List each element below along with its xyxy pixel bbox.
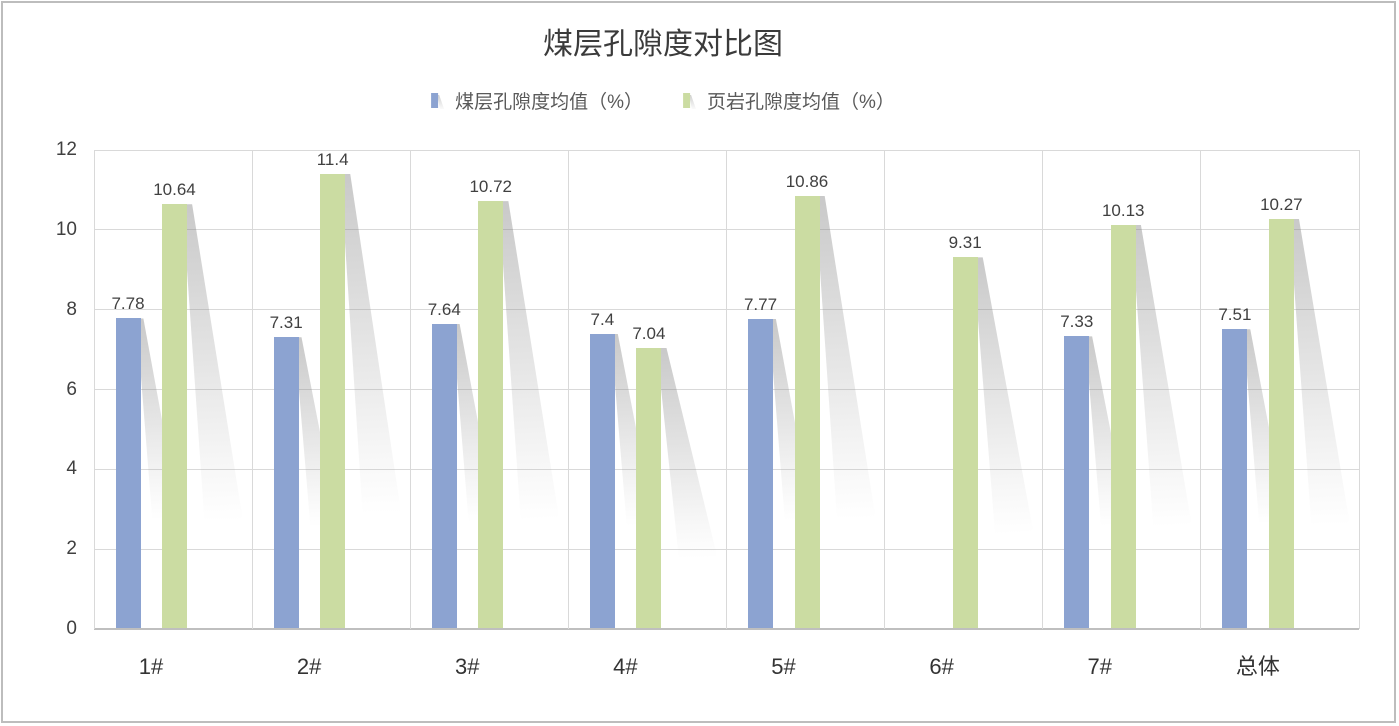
legend-swatch-wrap: [683, 92, 697, 109]
shale-porosity-bar: [478, 201, 504, 628]
shale-porosity-bar: [636, 347, 662, 628]
x-axis-category-label: 6#: [929, 654, 954, 679]
y-axis-tick-label: 12: [55, 139, 77, 160]
coal-porosity-bar: [589, 333, 615, 628]
x-axis-category-label: 1#: [138, 654, 164, 679]
coal-porosity-bar: [431, 324, 457, 628]
shale-porosity-bar: [794, 195, 820, 628]
x-axis-category-label: 3#: [455, 654, 480, 679]
x-axis-category-label: 7#: [1087, 654, 1112, 679]
x-axis-line: [94, 628, 1359, 630]
shale-porosity-bar: [320, 173, 346, 628]
data-label: 7.78: [111, 294, 145, 314]
shale-porosity-bar: [952, 257, 978, 628]
coal-porosity-bar: [748, 318, 773, 628]
y-axis-tick-label: 4: [66, 458, 77, 480]
data-label: 10.13: [1101, 200, 1145, 220]
data-label: 7.64: [427, 300, 461, 320]
bar-shadows-layer: [3, 3, 1394, 721]
legend-series-label: 煤层孔隙度均值（%）: [455, 92, 643, 113]
data-label: 7.51: [1218, 305, 1252, 325]
data-label: 11.4: [316, 149, 349, 169]
legend-swatch-wrap: [431, 92, 445, 109]
coal-porosity-bar: [1222, 329, 1248, 628]
data-label: 7.33: [1060, 312, 1094, 332]
legend-swatch-shadow: [689, 95, 696, 109]
legend-entry: 煤层孔隙度均值（%）: [431, 87, 643, 114]
y-axis-tick-label: 2: [66, 538, 77, 560]
data-label: 9.31: [948, 233, 982, 253]
v-gridline: [567, 150, 569, 629]
data-label: 10.64: [153, 180, 196, 200]
coal-porosity-bar: [273, 337, 299, 628]
shale-porosity-bar: [1110, 224, 1136, 628]
data-label: 10.86: [785, 171, 829, 191]
x-axis-category-label: 2#: [296, 654, 322, 679]
data-label: 10.72: [469, 177, 513, 197]
v-gridline: [1200, 150, 1202, 629]
legend-series-label: 页岩孔隙度均值（%）: [707, 92, 895, 113]
data-label: 7.4: [590, 309, 615, 329]
data-label: 7.31: [269, 313, 303, 333]
x-axis-category-label: 总体: [1235, 654, 1280, 679]
v-gridline: [726, 150, 727, 629]
labels-layer: 0 2 4 6 8 10 12 1# 7.78 10.64 2# 7.31 11.4 3# 7.64 10.7…: [3, 3, 1394, 721]
shale-porosity-bar: [162, 204, 187, 628]
coal-series-swatch-icon: [431, 93, 439, 108]
bars-layer: [3, 3, 1394, 721]
x-axis-category-label: 4#: [613, 654, 638, 679]
y-axis-tick-label: 10: [55, 218, 77, 240]
legend: 煤层孔隙度均值（%） 页岩孔隙度均值（%）: [431, 87, 895, 114]
y-axis-tick-label: 8: [66, 298, 77, 320]
legend-swatch-shadow: [437, 95, 445, 109]
gridlines-layer: [3, 3, 1394, 721]
shale-series-swatch-icon: [683, 93, 690, 108]
v-gridline: [884, 150, 886, 629]
chart-title: 煤层孔隙度对比图: [543, 28, 783, 61]
data-label: 10.27: [1260, 195, 1303, 215]
x-axis-category-label: 5#: [771, 654, 796, 679]
legend-entry: 页岩孔隙度均值（%）: [683, 87, 895, 114]
v-gridline: [93, 150, 95, 629]
data-label: 7.77: [743, 294, 778, 314]
coal-porosity-bar: [1064, 336, 1090, 628]
v-gridline: [409, 150, 411, 629]
y-axis-tick-label: 0: [66, 618, 77, 639]
v-gridline: [1358, 150, 1360, 629]
coal-porosity-bar: [115, 318, 141, 628]
v-gridline: [1042, 150, 1044, 629]
y-axis-tick-label: 6: [66, 378, 77, 400]
shale-porosity-bar: [1268, 219, 1294, 628]
data-label: 7.04: [632, 323, 666, 343]
v-gridline: [251, 150, 253, 629]
